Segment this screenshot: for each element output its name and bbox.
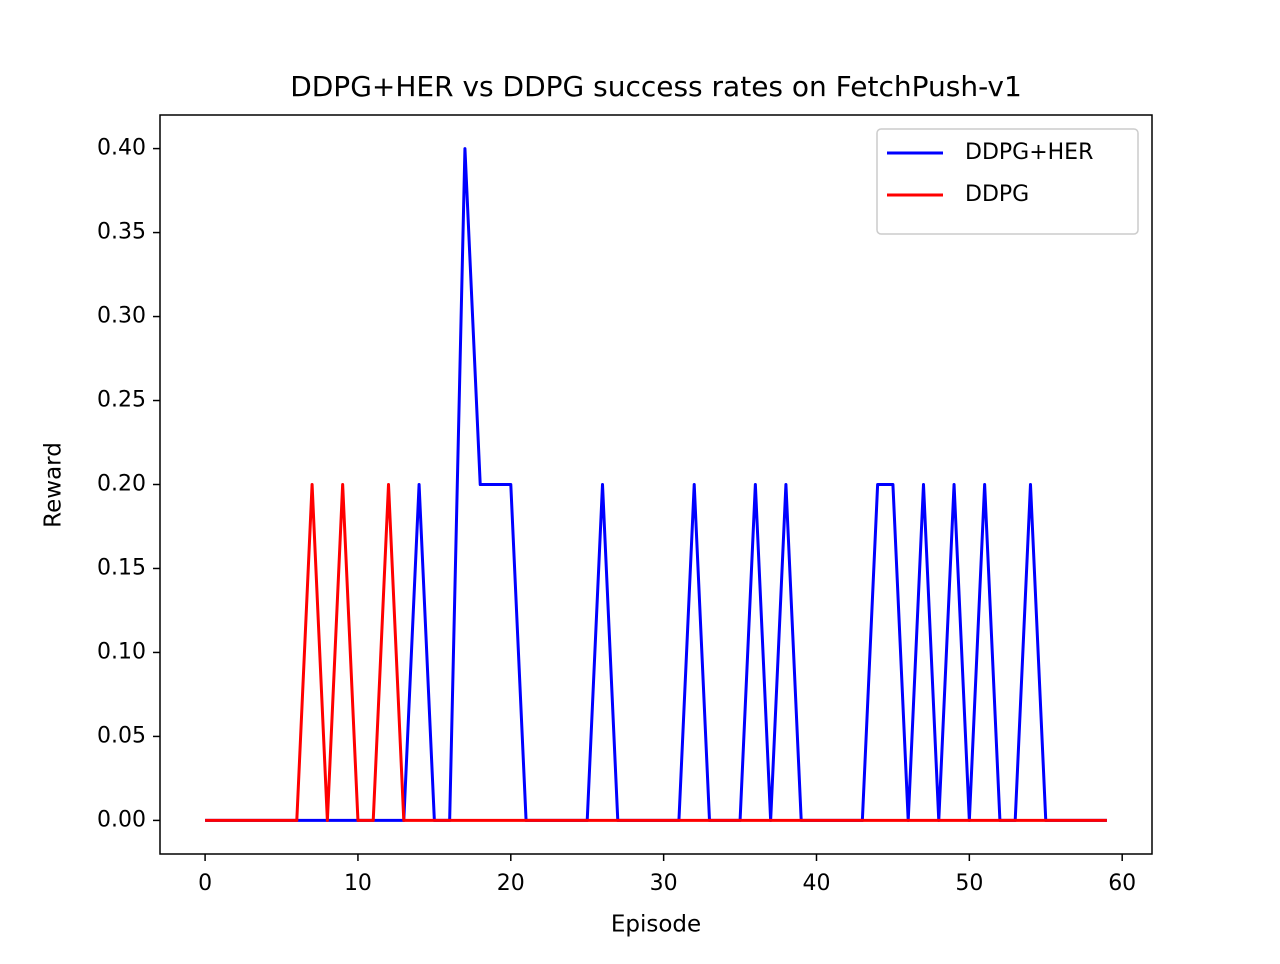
- x-tick-label: 10: [344, 871, 372, 896]
- line-series: [205, 483, 1107, 822]
- x-tick-label: 30: [650, 871, 678, 896]
- y-tick-label: 0.35: [97, 220, 146, 245]
- y-axis-label: Reward: [41, 442, 67, 528]
- y-tick-label: 0.20: [97, 472, 146, 497]
- line-series: [205, 147, 1107, 822]
- y-tick-label: 0.25: [97, 388, 146, 413]
- x-tick-label: 0: [198, 871, 212, 896]
- legend-box: [876, 128, 1139, 235]
- y-tick-label: 0.40: [97, 136, 146, 161]
- x-axis-label: Episode: [611, 912, 701, 938]
- x-tick-label: 40: [802, 871, 830, 896]
- y-tick-label: 0.10: [97, 639, 146, 664]
- y-tick-label: 0.30: [97, 304, 146, 329]
- chart-title: DDPG+HER vs DDPG success rates on FetchP…: [290, 70, 1022, 103]
- legend-label: DDPG: [965, 182, 1029, 207]
- x-tick-label: 20: [497, 871, 525, 896]
- plot-frame: [159, 114, 1153, 855]
- y-tick-label: 0.15: [97, 555, 146, 580]
- legend-label: DDPG+HER: [965, 140, 1093, 165]
- y-tick-label: 0.00: [97, 807, 146, 832]
- y-tick-label: 0.05: [97, 723, 146, 748]
- x-tick-label: 60: [1108, 871, 1136, 896]
- x-tick-label: 50: [955, 871, 983, 896]
